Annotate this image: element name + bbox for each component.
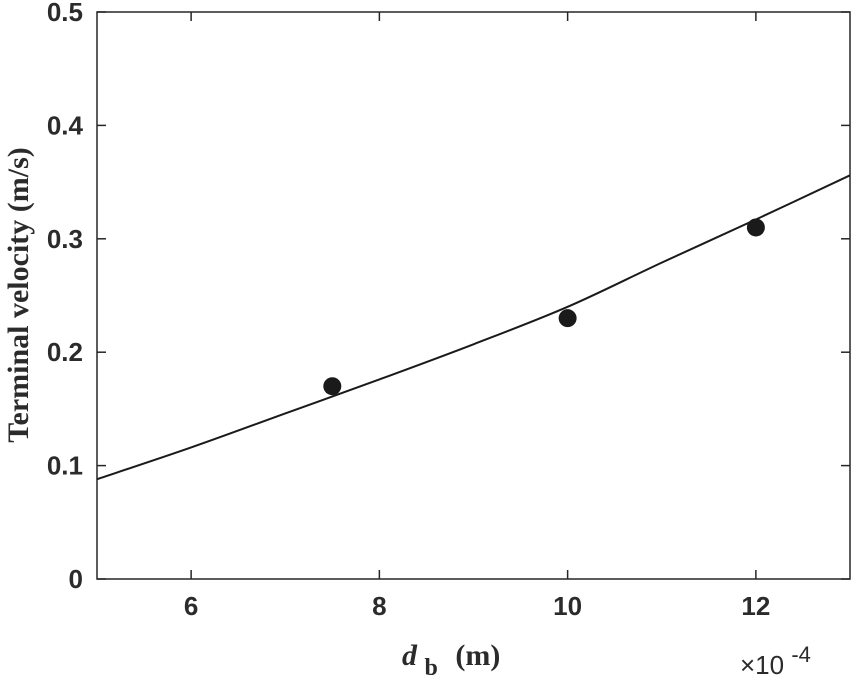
x-axis-ticks: 6 8 10 12 [184, 12, 770, 621]
x-tick-label: 10 [553, 591, 582, 621]
data-point [746, 218, 765, 237]
x-axis-label-main: d [402, 639, 418, 672]
x-tick-label: 12 [741, 591, 770, 621]
series-layer [96, 174, 851, 481]
x-axis-exponent-base: ×10 [740, 650, 784, 680]
y-axis-ticks: 0 0.1 0.2 0.3 0.4 0.5 [47, 0, 850, 594]
y-tick-label: 0.3 [47, 224, 83, 254]
y-axis-label: Terminal velocity (m/s) [2, 147, 35, 443]
fit-curve [96, 174, 851, 481]
plot-frame [96, 11, 851, 580]
x-axis-exponent: ×10 -4 [740, 642, 811, 680]
x-axis-label-subscript: b [425, 655, 438, 681]
y-tick-label: 0.2 [47, 337, 83, 367]
y-tick-label: 0.4 [47, 110, 84, 140]
x-axis-label: d b (m) [402, 639, 500, 682]
x-axis-exponent-power: -4 [791, 642, 811, 667]
x-tick-label: 6 [184, 591, 198, 621]
data-point [558, 309, 577, 328]
data-point [323, 377, 342, 396]
x-axis-label-unit: (m) [455, 639, 500, 672]
y-tick-label: 0 [69, 564, 83, 594]
y-tick-label: 0.1 [47, 451, 83, 481]
y-tick-label: 0.5 [47, 0, 83, 27]
x-tick-label: 8 [372, 591, 386, 621]
